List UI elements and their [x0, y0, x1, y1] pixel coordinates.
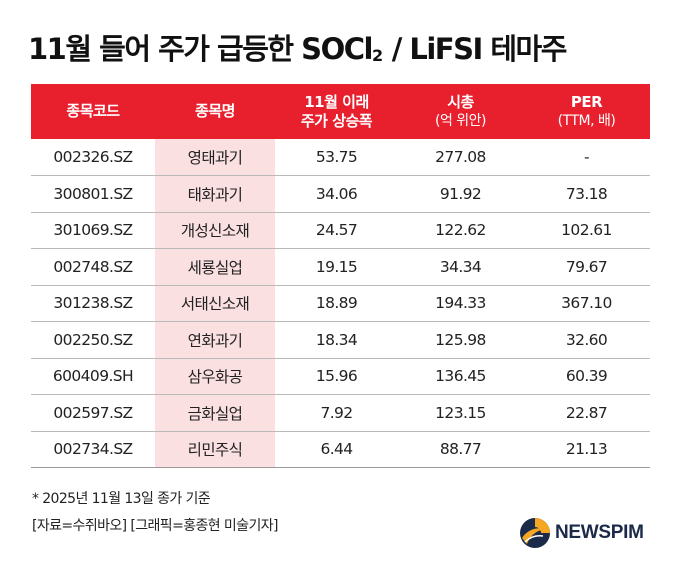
cell-rise: 6.44 — [275, 431, 398, 468]
cell-name: 서태신소재 — [155, 285, 275, 322]
cell-name: 삼우화공 — [155, 358, 275, 395]
source-credit: [자료=수쥐바오] [그래픽=홍종현 미술기자] — [32, 518, 278, 534]
cell-name: 태화과기 — [155, 175, 275, 213]
cell-code: 002748.SZ — [31, 248, 155, 286]
table-row: 002748.SZ 세룡실업 19.15 34.34 79.67 — [31, 248, 650, 286]
cell-name: 연화과기 — [155, 321, 275, 359]
cell-rise: 34.06 — [275, 175, 398, 213]
cell-per: 21.13 — [523, 431, 650, 468]
footnote: * 2025년 11월 13일 종가 기준 — [32, 491, 211, 507]
cell-per: 367.10 — [523, 285, 650, 322]
cell-rise: 15.96 — [275, 358, 398, 395]
cell-code: 002597.SZ — [31, 394, 155, 432]
cell-code: 002326.SZ — [31, 139, 155, 176]
cell-code: 002250.SZ — [31, 321, 155, 359]
cell-rise: 19.15 — [275, 248, 398, 286]
cell-name: 금화실업 — [155, 394, 275, 432]
cell-name: 리민주식 — [155, 431, 275, 468]
cell-market-cap: 136.45 — [398, 358, 523, 395]
cell-per: 79.67 — [523, 248, 650, 286]
cell-market-cap: 34.34 — [398, 248, 523, 286]
cell-market-cap: 91.92 — [398, 175, 523, 213]
header-rise: 11월 이래 주가 상승폭 — [275, 84, 398, 139]
cell-code: 002734.SZ — [31, 431, 155, 468]
table-row: 002734.SZ 리민주식 6.44 88.77 21.13 — [31, 431, 650, 468]
cell-per: 32.60 — [523, 321, 650, 359]
cell-rise: 24.57 — [275, 212, 398, 249]
table-row: 301238.SZ 서태신소재 18.89 194.33 367.10 — [31, 285, 650, 322]
title-rest: / LiFSI 테마주 — [383, 32, 568, 66]
table-row: 002326.SZ 영태과기 53.75 277.08- — [31, 139, 650, 176]
table-row: 600409.SH 삼우화공 15.96 136.45 60.39 — [31, 358, 650, 395]
table-row: 301069.SZ 개성신소재 24.57 122.62 102.61 — [31, 212, 650, 249]
cell-market-cap: 194.33 — [398, 285, 523, 322]
header-per: PER (TTM, 배) — [523, 84, 650, 139]
header-name: 종목명 — [155, 84, 275, 139]
logo-text: NEWSPIM — [555, 522, 644, 543]
newspim-logo-icon — [520, 518, 550, 548]
cell-code: 301238.SZ — [31, 285, 155, 322]
cell-market-cap: 277.08 — [398, 139, 523, 176]
page-title: 11월 들어 주가 급등한 SOCl2 / LiFSI 테마주 — [28, 26, 568, 68]
cell-market-cap: 88.77 — [398, 431, 523, 468]
table-row: 300801.SZ 태화과기 34.06 91.92 73.18 — [31, 175, 650, 213]
cell-market-cap: 125.98 — [398, 321, 523, 359]
title-subscript: 2 — [371, 46, 384, 65]
cell-name: 영태과기 — [155, 139, 275, 176]
cell-name: 세룡실업 — [155, 248, 275, 286]
cell-rise: 18.34 — [275, 321, 398, 359]
cell-rise: 18.89 — [275, 285, 398, 322]
table-row: 002250.SZ 연화과기 18.34 125.98 32.60 — [31, 321, 650, 359]
cell-per: 73.18 — [523, 175, 650, 213]
cell-market-cap: 123.15 — [398, 394, 523, 432]
title-main: 11월 들어 주가 급등한 SOCl — [28, 32, 373, 66]
cell-per: 60.39 — [523, 358, 650, 395]
cell-per: 22.87 — [523, 394, 650, 432]
cell-per: 102.61 — [523, 212, 650, 249]
cell-rise: 7.92 — [275, 394, 398, 432]
stock-table: 종목코드 종목명 11월 이래 주가 상승폭 시총 (억 위안) PER (TTM, … — [31, 84, 650, 468]
table-row: 002597.SZ 금화실업 7.92 123.15 22.87 — [31, 394, 650, 432]
cell-market-cap: 122.62 — [398, 212, 523, 249]
newspim-logo: NEWSPIM — [519, 517, 644, 549]
cell-code: 300801.SZ — [31, 175, 155, 213]
header-code: 종목코드 — [31, 84, 155, 139]
cell-code: 600409.SH — [31, 358, 155, 395]
cell-rise: 53.75 — [275, 139, 398, 176]
cell-per: - — [523, 139, 650, 176]
header-market-cap: 시총 (억 위안) — [398, 84, 523, 139]
cell-code: 301069.SZ — [31, 212, 155, 249]
cell-name: 개성신소재 — [155, 212, 275, 249]
table-header-row: 종목코드 종목명 11월 이래 주가 상승폭 시총 (억 위안) PER (TTM, … — [31, 84, 650, 139]
